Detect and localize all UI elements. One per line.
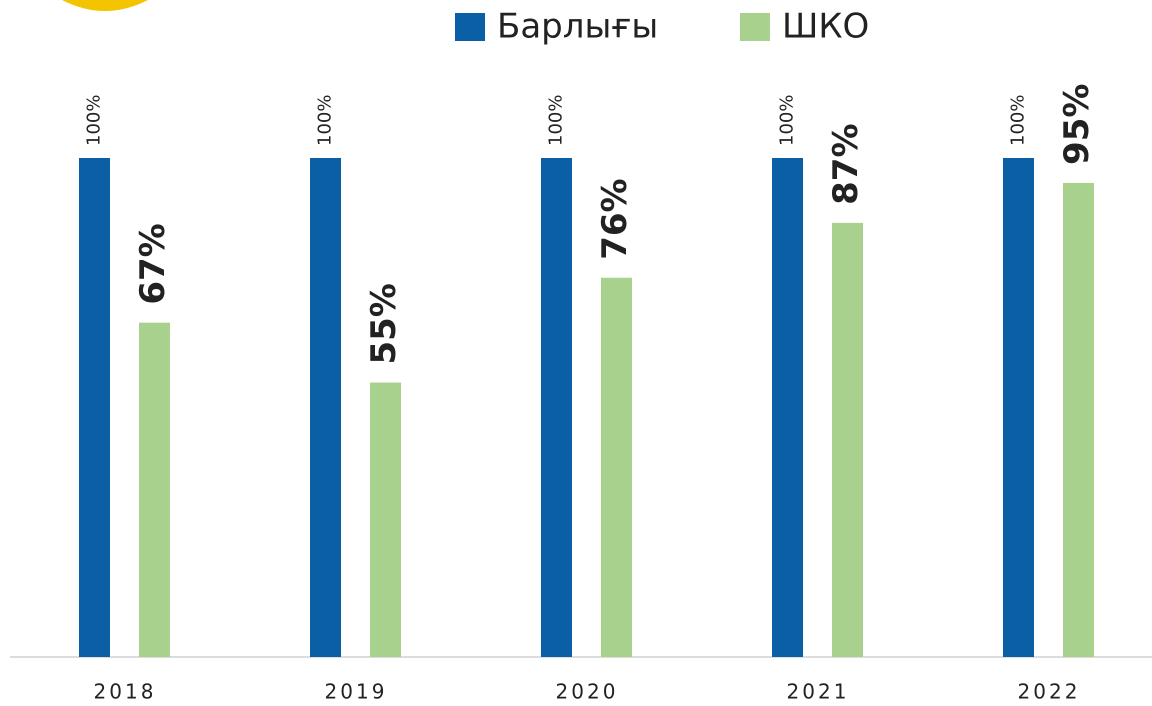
x-tick-label: 2021: [787, 680, 850, 704]
bar: [370, 382, 401, 657]
bar: [541, 158, 572, 657]
data-label: 67%: [133, 223, 173, 304]
logo-arc: [62, 0, 148, 11]
x-tick-label: 2019: [325, 680, 388, 704]
bar: [310, 158, 341, 657]
bar: [1003, 158, 1034, 657]
x-tick-label: 2020: [556, 680, 619, 704]
legend-label: ШКО: [782, 7, 869, 47]
x-tick-label: 2022: [1018, 680, 1081, 704]
legend-label: Барлығы: [497, 7, 658, 47]
bar: [139, 322, 170, 657]
bar: [832, 222, 863, 657]
bar: [1063, 182, 1094, 657]
legend-swatch: [740, 13, 770, 41]
bar: [601, 277, 632, 657]
data-label: 76%: [595, 178, 635, 259]
data-label: 87%: [826, 123, 866, 204]
data-label: 95%: [1057, 84, 1097, 165]
data-label: 100%: [315, 95, 336, 146]
data-label: 100%: [84, 95, 105, 146]
legend-swatch: [455, 13, 485, 41]
data-label: 55%: [364, 283, 404, 364]
bar: [79, 158, 110, 657]
data-label: 100%: [546, 95, 567, 146]
bar: [772, 158, 803, 657]
data-label: 100%: [777, 95, 798, 146]
x-tick-label: 2018: [94, 680, 157, 704]
data-label: 100%: [1008, 95, 1029, 146]
